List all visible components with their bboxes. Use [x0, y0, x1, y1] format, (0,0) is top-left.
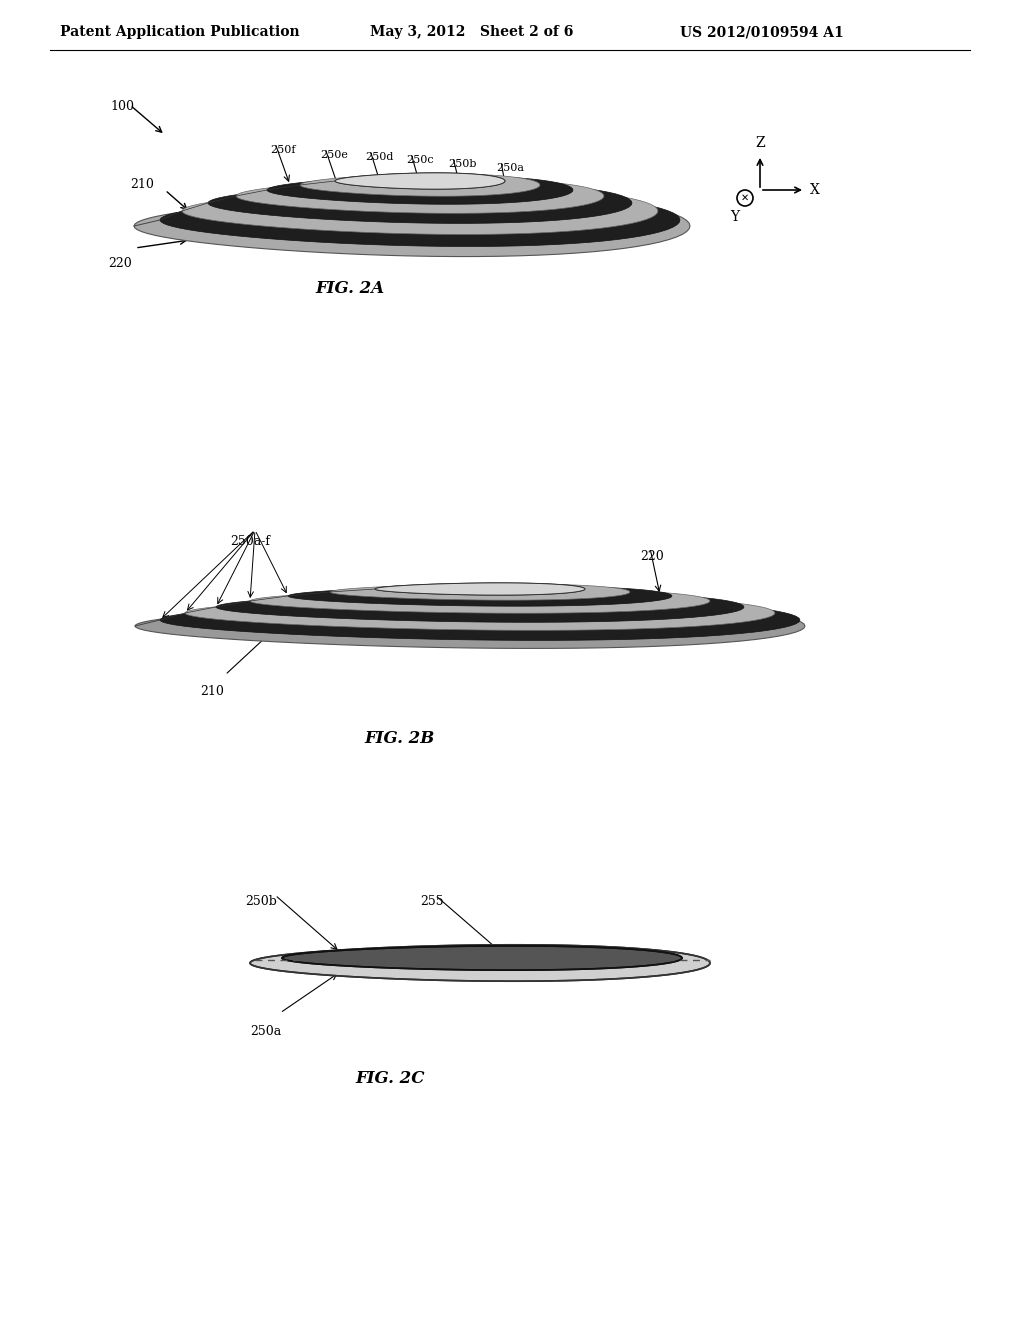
Polygon shape	[135, 603, 805, 648]
Text: 210: 210	[200, 685, 224, 698]
Text: US 2012/0109594 A1: US 2012/0109594 A1	[680, 25, 844, 40]
Polygon shape	[300, 174, 540, 197]
Text: 250f: 250f	[270, 145, 296, 154]
Polygon shape	[185, 595, 775, 631]
Text: X: X	[810, 183, 820, 197]
Polygon shape	[330, 583, 630, 601]
Polygon shape	[282, 946, 682, 970]
Text: 250a: 250a	[496, 162, 524, 173]
Text: 250a: 250a	[250, 1026, 282, 1038]
Text: 220: 220	[108, 257, 132, 271]
Text: Patent Application Publication: Patent Application Publication	[60, 25, 300, 40]
Text: 250b: 250b	[245, 895, 276, 908]
Polygon shape	[250, 589, 710, 614]
Text: Z: Z	[755, 136, 765, 150]
Polygon shape	[236, 178, 604, 214]
Polygon shape	[216, 591, 744, 622]
Text: May 3, 2012   Sheet 2 of 6: May 3, 2012 Sheet 2 of 6	[370, 25, 573, 40]
Text: FIG. 2B: FIG. 2B	[365, 730, 435, 747]
Polygon shape	[288, 586, 672, 606]
Text: 255: 255	[420, 895, 443, 908]
Text: 250d: 250d	[365, 152, 393, 162]
Polygon shape	[160, 194, 680, 247]
Text: 250c: 250c	[406, 154, 433, 165]
Text: 250a-f: 250a-f	[230, 535, 270, 548]
Text: ✕: ✕	[741, 193, 750, 203]
Polygon shape	[375, 583, 585, 595]
Polygon shape	[182, 187, 658, 235]
Polygon shape	[160, 599, 800, 640]
Polygon shape	[250, 945, 710, 981]
Polygon shape	[134, 195, 690, 256]
Polygon shape	[335, 173, 505, 189]
Text: 100: 100	[110, 100, 134, 114]
Text: 250e: 250e	[319, 150, 348, 160]
Polygon shape	[375, 583, 585, 595]
Text: 220: 220	[640, 550, 664, 564]
Text: Y: Y	[730, 210, 739, 224]
Text: FIG. 2C: FIG. 2C	[355, 1071, 425, 1086]
Text: 210: 210	[130, 178, 154, 191]
Polygon shape	[335, 173, 505, 189]
Text: 250b: 250b	[449, 158, 476, 169]
Polygon shape	[267, 176, 573, 205]
Polygon shape	[208, 182, 632, 223]
Text: FIG. 2A: FIG. 2A	[315, 280, 385, 297]
